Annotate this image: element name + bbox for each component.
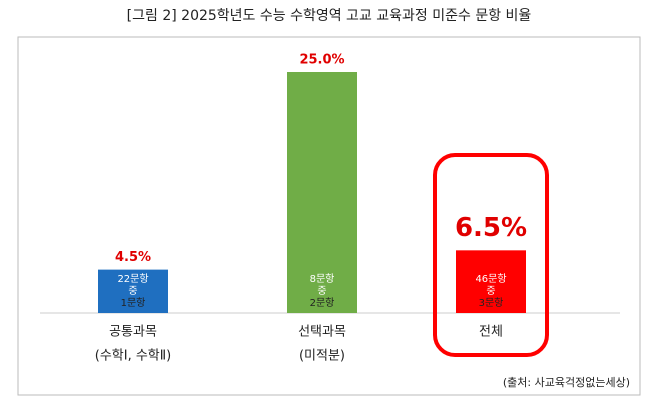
x-tick-label: 선택과목 bbox=[298, 325, 346, 340]
bar-note: 22문항 bbox=[117, 273, 148, 285]
frame bbox=[17, 36, 641, 396]
bar-note: 46문항 bbox=[475, 273, 506, 285]
source: (출처: 사교육걱정없는세상) bbox=[503, 376, 630, 389]
bar-note: 8문항 bbox=[310, 273, 335, 285]
bar bbox=[287, 72, 357, 313]
bar-note: 중 bbox=[317, 285, 326, 297]
bar-note: 2문항 bbox=[310, 297, 335, 309]
chart-title: [그림 2] 2025학년도 수능 수학영역 고교 교육과정 미준수 문항 비율 bbox=[127, 8, 532, 24]
bar-note: 3문항 bbox=[479, 297, 504, 309]
x-tick-label: 전체 bbox=[479, 325, 503, 340]
x-tick-label: (수학Ⅰ, 수학Ⅱ) bbox=[95, 349, 171, 364]
value-label: 25.0% bbox=[299, 53, 344, 68]
x-tick-label: (미적분) bbox=[299, 349, 345, 364]
bar bbox=[456, 250, 526, 313]
bar-note: 중 bbox=[128, 285, 137, 297]
highlight-box bbox=[433, 153, 549, 357]
value-label: 6.5% bbox=[455, 213, 527, 243]
bar-note: 중 bbox=[486, 285, 495, 297]
bar bbox=[98, 269, 168, 313]
bar-note: 1문항 bbox=[121, 297, 146, 309]
x-tick-label: 공통과목 bbox=[109, 325, 157, 340]
value-label: 4.5% bbox=[115, 250, 151, 265]
